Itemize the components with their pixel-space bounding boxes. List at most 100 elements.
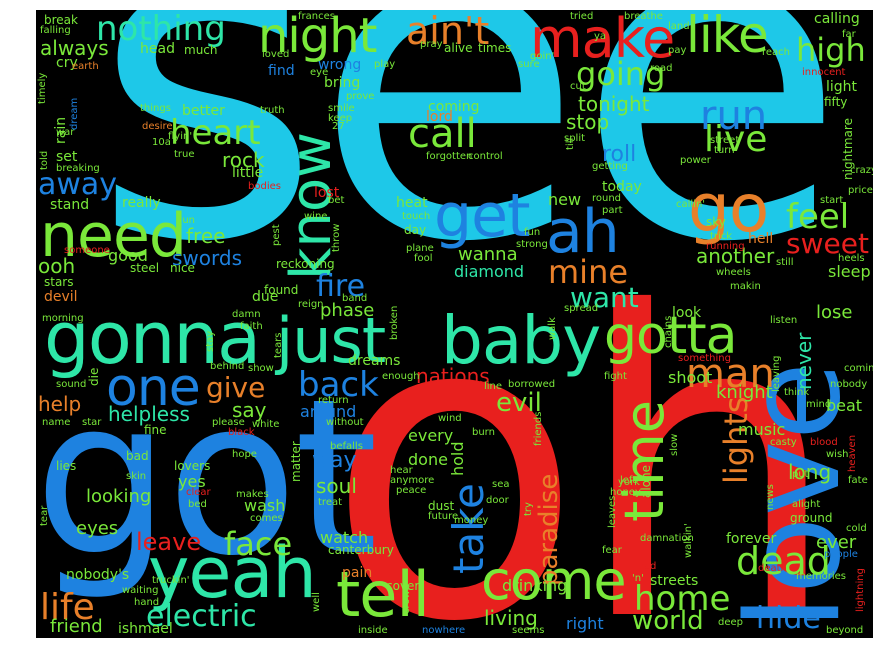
word-alight: alight xyxy=(792,499,821,510)
word-world: world xyxy=(632,606,704,636)
word-done: done xyxy=(408,450,448,469)
word-tell: tell xyxy=(336,558,430,631)
word-stand: stand xyxy=(50,197,90,213)
word-life: life xyxy=(40,587,95,628)
word-heels: heels xyxy=(838,253,865,264)
word-waiting: waiting xyxy=(122,585,159,596)
word-knight: knight xyxy=(716,382,773,403)
word-honey: honey xyxy=(610,487,641,498)
word-tonight: tonight xyxy=(578,92,650,116)
word-borrowed: borrowed xyxy=(508,379,556,390)
word-nowhere: nowhere xyxy=(422,625,466,636)
word-someone: someone xyxy=(64,245,110,256)
word-walkin: walkin' xyxy=(683,523,694,558)
word-please: please xyxy=(212,417,245,428)
word-back: back xyxy=(298,365,379,405)
word-white: white xyxy=(252,419,280,430)
word-helpless: helpless xyxy=(108,402,190,426)
word-feel: feel xyxy=(786,197,850,237)
word-streets: streets xyxy=(650,573,699,589)
word-line: line xyxy=(484,381,503,392)
word-ooh: ooh xyxy=(38,254,76,278)
word-wheels: wheels xyxy=(716,267,751,278)
word-blood: blood xyxy=(810,437,838,448)
word-street: street xyxy=(710,135,740,146)
word-face: face xyxy=(224,525,293,563)
word-deep: deep xyxy=(718,617,743,628)
word-help: help xyxy=(38,392,82,416)
word-skin: skin xyxy=(126,471,147,482)
word-say: say xyxy=(232,398,267,422)
word-mind: mind xyxy=(806,399,832,410)
word-walk: walk xyxy=(547,317,558,340)
word-evil: evil xyxy=(496,388,542,418)
word-yes: yes xyxy=(178,472,206,491)
word-one: one xyxy=(106,358,201,418)
word-start: start xyxy=(820,195,844,206)
word-little: little xyxy=(232,165,264,181)
word-wish: wish xyxy=(826,449,849,460)
word-pain: pain xyxy=(342,565,373,581)
word-think: think xyxy=(784,387,810,398)
word-free: free xyxy=(186,224,226,248)
word-fun: fun xyxy=(524,227,541,238)
word-see: see xyxy=(92,10,847,338)
word-touch: touch xyxy=(402,211,431,222)
word-part: part xyxy=(602,205,623,216)
word-around: around xyxy=(300,402,357,421)
word-cold: cold xyxy=(846,523,867,534)
word-matter: matter xyxy=(289,441,303,482)
word-gonna: gonna xyxy=(44,296,261,380)
word-new: new xyxy=(548,190,582,209)
word-wrong: wrong xyxy=(318,57,362,73)
word-lies: lies xyxy=(56,459,77,473)
word-gotta: gotta xyxy=(604,306,737,366)
word-comes: comes xyxy=(250,513,283,524)
word-death: death xyxy=(758,563,787,574)
word-power: power xyxy=(680,155,711,166)
word-way: way xyxy=(312,448,357,473)
word-goin: goin' xyxy=(530,51,555,62)
word-come: come xyxy=(481,549,627,612)
word-behind: behind xyxy=(210,361,245,372)
word-living: living xyxy=(484,606,538,630)
word-ah: ah xyxy=(546,197,620,267)
word-gun: gun xyxy=(176,215,196,226)
word-fool: fool xyxy=(414,253,433,264)
word-memories: memories xyxy=(796,571,847,582)
word-alone: alone xyxy=(639,464,653,498)
word-need: need xyxy=(40,201,187,271)
word-sweet: sweet xyxy=(786,227,869,260)
word-slow: slow xyxy=(669,433,680,456)
word-calling: calling xyxy=(814,11,860,27)
word-wind: wind xyxy=(438,413,462,424)
word-looking: looking xyxy=(86,486,152,507)
word-stay: stay xyxy=(205,330,216,352)
word-people: people xyxy=(824,549,858,560)
word-time: time xyxy=(613,399,676,522)
word-price: price xyxy=(848,185,873,196)
word-yeah: yeah xyxy=(148,532,317,614)
word-going: going xyxy=(576,55,666,93)
word-hope: hope xyxy=(232,449,257,460)
word-nobodys: nobody's xyxy=(66,567,130,583)
word-reach: reach xyxy=(762,47,791,58)
word-away: away xyxy=(38,167,118,202)
word-tear: tear xyxy=(39,505,50,526)
word-mine: mine xyxy=(548,253,629,291)
word-damnation: damnation xyxy=(640,533,694,544)
word-sky: sky xyxy=(706,215,726,229)
word-still: still xyxy=(776,257,794,268)
word-coming: coming xyxy=(428,99,480,115)
word-treat: treat xyxy=(318,497,343,508)
word-dead: dead xyxy=(736,539,831,583)
word-news: news xyxy=(765,484,776,510)
word-lights: lights xyxy=(717,396,755,484)
word-heart: heart xyxy=(170,113,261,153)
word-keep: keep xyxy=(328,113,353,124)
word-name: name xyxy=(42,417,71,428)
word-shoot: shoot xyxy=(668,368,713,387)
word-casty: casty xyxy=(770,437,797,448)
word-eye: eye xyxy=(310,67,329,78)
word-truckin: truckin' xyxy=(152,575,190,586)
